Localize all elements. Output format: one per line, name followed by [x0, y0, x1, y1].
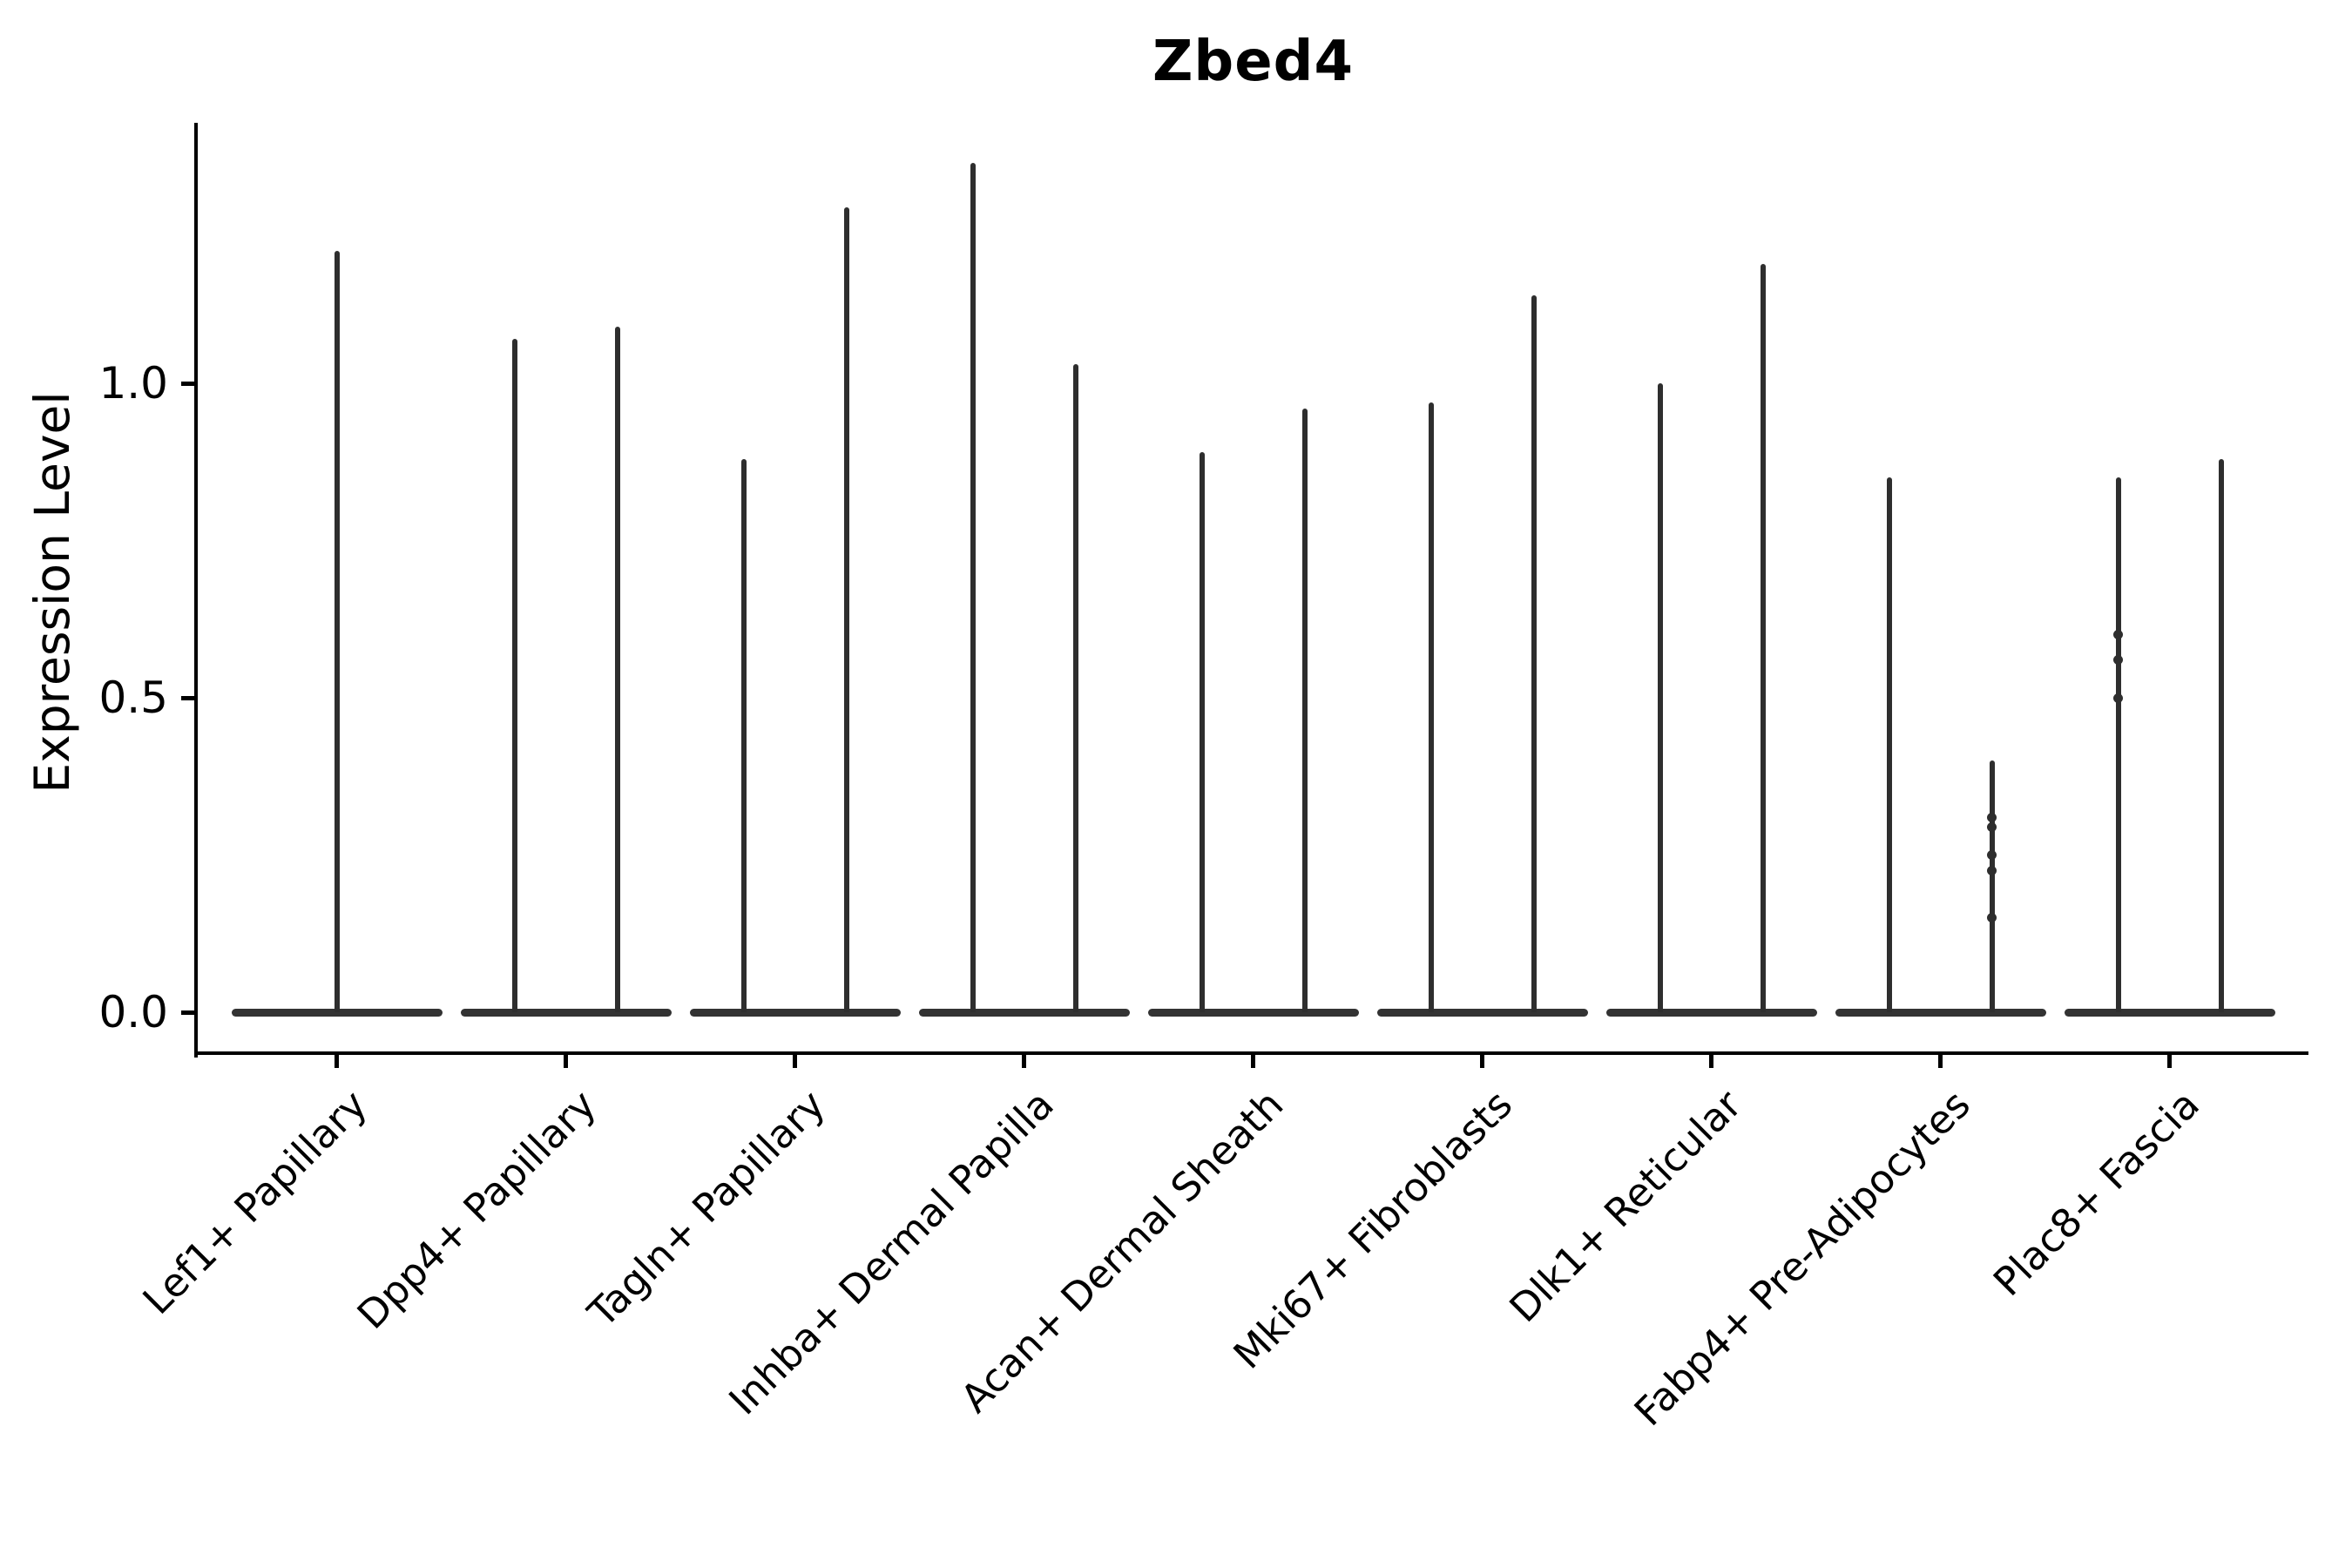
violin-dot [1987, 866, 1997, 876]
violin-baseline [918, 1008, 1130, 1017]
x-tick [1480, 1055, 1484, 1069]
violin-spike [2218, 458, 2224, 1012]
y-tick-label: 0.5 [98, 672, 168, 723]
violin-dot [2113, 655, 2123, 666]
x-tick [335, 1055, 339, 1069]
x-tick-label: Dpp4+ Papillary [348, 1081, 605, 1338]
y-axis-label: Expression Level [24, 391, 80, 794]
y-tick [180, 381, 194, 386]
violin-spike [1989, 760, 1995, 1012]
violin-dot [1987, 812, 1997, 822]
violin-spike [511, 339, 517, 1012]
violin-baseline [1376, 1008, 1588, 1017]
violin-spike [1531, 294, 1537, 1012]
violin-dot [1987, 913, 1997, 923]
x-tick-label: Tagln+ Papillary [578, 1081, 835, 1336]
violin-dot [1987, 821, 1997, 832]
violin-dot [2113, 630, 2123, 640]
violin-baseline [1835, 1008, 2046, 1017]
violin-baseline [1147, 1008, 1359, 1017]
x-tick [1251, 1055, 1255, 1069]
y-tick-label: 1.0 [98, 358, 168, 409]
violin-spike [614, 327, 620, 1012]
violin-spike [1428, 402, 1434, 1012]
violin-spike [740, 458, 747, 1012]
violin-spike [843, 206, 849, 1012]
x-tick [564, 1055, 568, 1069]
y-tick [180, 695, 194, 700]
violin-dot [1987, 850, 1997, 860]
violin-baseline [231, 1008, 443, 1017]
violin-spike [1199, 452, 1205, 1012]
violin-baseline [2064, 1008, 2275, 1017]
violin-dot [2113, 693, 2123, 703]
y-tick-label: 0.0 [98, 987, 168, 1037]
x-tick-label: Dlk1+ Reticular [1500, 1081, 1751, 1332]
x-tick [793, 1055, 797, 1069]
violin-spike [970, 163, 976, 1012]
x-tick [2167, 1055, 2172, 1069]
x-tick-label: Plac8+ Fascia [1984, 1081, 2209, 1305]
violin-baseline [1605, 1008, 1817, 1017]
violin-baseline [689, 1008, 901, 1017]
violin-spike [1886, 477, 1892, 1012]
violin-spike [1072, 364, 1078, 1012]
x-tick [1938, 1055, 1943, 1069]
violin-spike [1657, 383, 1663, 1012]
violin-baseline [460, 1008, 672, 1017]
violin-spike [1760, 263, 1766, 1012]
x-tick-label: Lef1+ Papillary [133, 1081, 376, 1324]
x-tick [1709, 1055, 1713, 1069]
violin-spike [334, 251, 340, 1012]
axis-spine-left [193, 123, 198, 1058]
chart-title: Zbed4 [1152, 30, 1354, 94]
x-tick [1022, 1055, 1026, 1069]
axis-spine-bottom [193, 1051, 2308, 1056]
violin-spike [2115, 477, 2121, 1012]
y-tick [180, 1010, 194, 1015]
violin-spike [1301, 408, 1308, 1012]
